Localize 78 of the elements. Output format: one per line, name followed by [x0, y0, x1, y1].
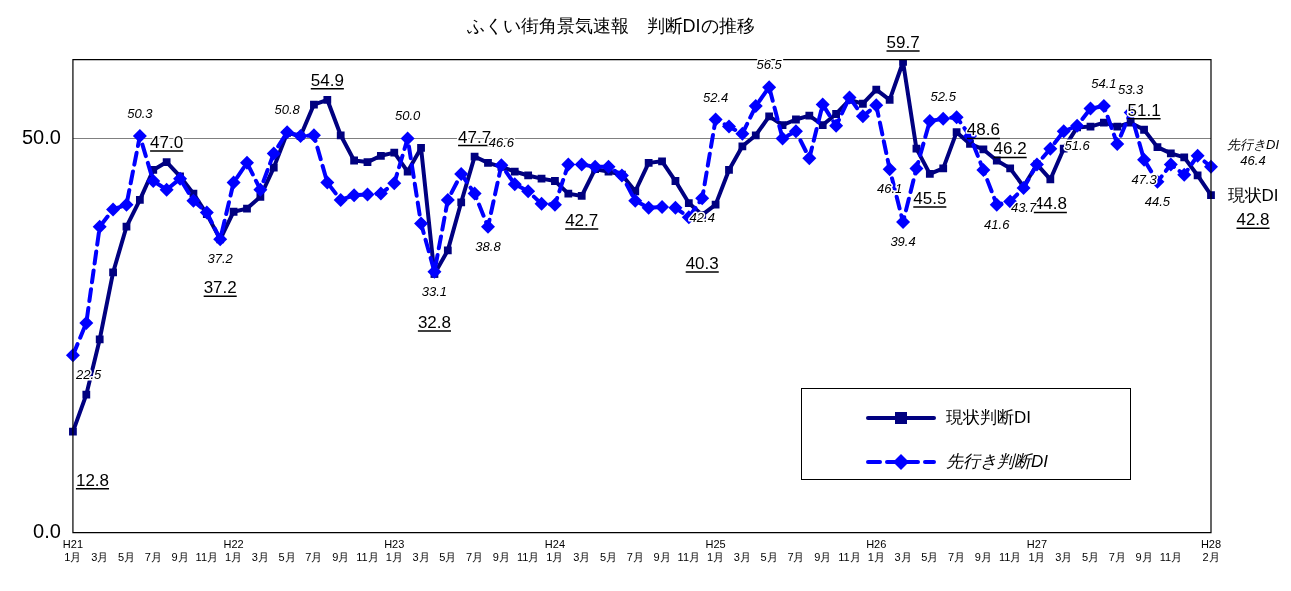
x-tick-label: 11月: [677, 551, 701, 564]
x-tick-label: 9月: [1135, 551, 1153, 564]
x-tick-label: H27 1月: [1026, 538, 1048, 564]
x-tick-label: 3月: [412, 551, 430, 564]
data-label: 33.1: [421, 283, 448, 299]
x-tick-label: 7月: [1108, 551, 1126, 564]
data-label: 41.6: [984, 216, 1011, 232]
data-label: 50.0: [395, 108, 422, 124]
x-tick-label: 3月: [251, 551, 269, 564]
data-label: 39.4: [890, 234, 916, 249]
y-tick-label: 0.0: [33, 520, 61, 543]
data-label: 54.1: [1091, 76, 1117, 92]
data-label: 44.5: [1144, 193, 1171, 209]
x-tick-label: H23 1月: [384, 538, 405, 564]
legend-label: 先行き判断DI: [946, 451, 1048, 474]
x-tick-label: 5月: [278, 551, 296, 564]
data-label: 46.2: [993, 139, 1027, 159]
data-label: 56.5: [756, 57, 783, 73]
x-tick-label: 11月: [998, 551, 1022, 564]
x-tick-label: H26 1月: [866, 538, 887, 564]
text: 現状DI: [1227, 186, 1279, 206]
x-tick-label: 9月: [814, 551, 832, 564]
data-label: 54.9: [310, 70, 344, 90]
x-tick-label: 11月: [356, 551, 379, 564]
data-label: 32.8: [417, 313, 451, 333]
x-tick-label: 7月: [626, 551, 644, 564]
data-label: 37.2: [207, 251, 234, 267]
data-label: 40.3: [685, 253, 719, 273]
data-label: 52.4: [702, 89, 729, 105]
data-label: 42.8: [1236, 210, 1270, 230]
x-tick-label: 3月: [733, 551, 751, 564]
data-label: 38.8: [475, 238, 502, 254]
x-tick-label: 3月: [1055, 551, 1073, 564]
x-tick-label: 11月: [516, 551, 540, 564]
data-label: 12.8: [75, 470, 110, 490]
x-tick-label: 3月: [894, 551, 912, 564]
data-label: 52.5: [930, 88, 957, 104]
data-label: 37.2: [203, 278, 237, 298]
x-tick-label: 9月: [492, 551, 510, 564]
x-tick-label: H28 2月: [1200, 538, 1222, 564]
legend-label: 現状判断DI: [946, 407, 1031, 430]
x-tick-label: 9月: [974, 551, 992, 564]
x-tick-label: 5月: [599, 551, 618, 564]
x-tick-label: 9月: [171, 551, 189, 564]
x-tick-label: 5月: [1081, 551, 1100, 564]
x-tick-label: 5月: [117, 551, 136, 564]
x-tick-label: 5月: [760, 551, 778, 564]
data-label: 46.1: [877, 181, 903, 197]
x-tick-label: H21 1月: [62, 538, 84, 564]
x-tick-label: 11月: [195, 551, 219, 564]
chart-title: ふくい街角景気速報 判断DIの推移: [465, 15, 755, 36]
data-label: 48.6: [966, 120, 1000, 140]
text: 先行きDI: [1227, 136, 1280, 152]
data-label: 42.7: [565, 210, 599, 230]
x-tick-label: 7月: [466, 551, 484, 564]
data-label: 59.7: [886, 32, 920, 52]
x-tick-label: H25 1月: [705, 538, 726, 564]
x-tick-label: 7月: [144, 551, 162, 564]
x-tick-label: 7月: [305, 551, 323, 564]
data-label: 53.3: [1118, 82, 1145, 98]
x-tick-label: 11月: [838, 551, 861, 564]
x-tick-label: 9月: [653, 551, 671, 564]
x-tick-label: H24 1月: [544, 538, 566, 564]
x-tick-label: 3月: [91, 551, 109, 564]
x-tick-label: 11月: [1159, 551, 1183, 564]
x-tick-label: 7月: [948, 551, 966, 564]
data-label: 50.8: [274, 102, 301, 118]
data-label: 46.4: [1240, 152, 1266, 168]
x-tick-label: 9月: [332, 551, 350, 564]
data-label: 43.7: [1010, 200, 1037, 216]
x-tick-label: H22 1月: [223, 538, 244, 564]
x-tick-label: 7月: [787, 551, 805, 564]
data-label: 50.3: [127, 106, 154, 122]
data-label: 47.0: [150, 133, 184, 153]
x-tick-label: 5月: [921, 551, 939, 564]
x-tick-label: 3月: [573, 551, 591, 564]
x-tick-label: 5月: [439, 551, 457, 564]
data-label: 45.5: [913, 188, 947, 208]
